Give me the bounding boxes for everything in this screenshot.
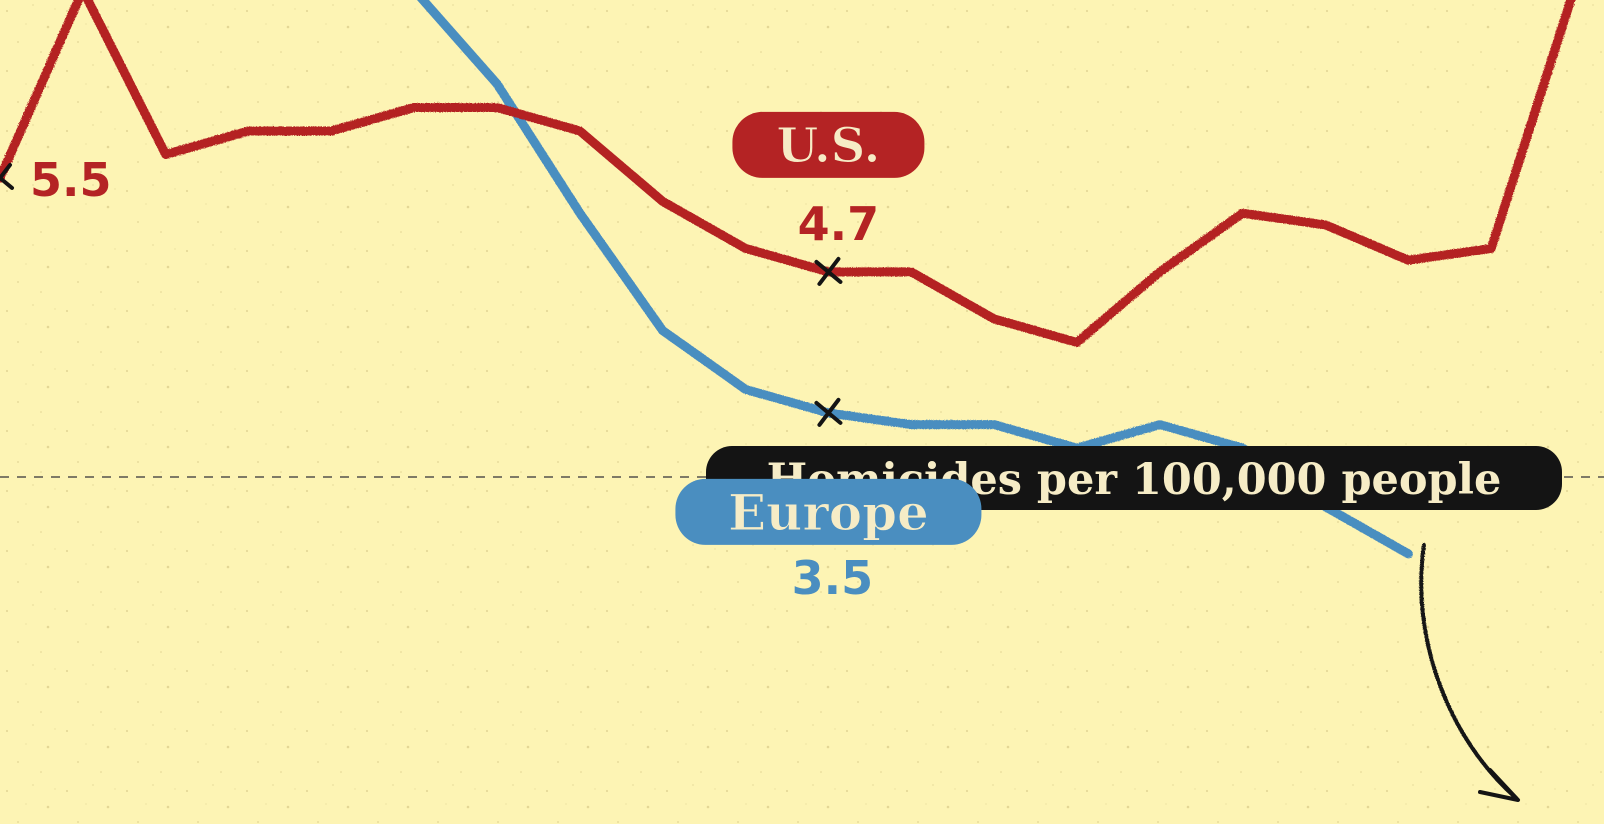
series-pill-europe [675,478,982,545]
value-label-us: 4.7 [798,197,880,251]
data-point-europe [577,211,582,216]
arrow-head-icon [1478,768,1520,802]
data-point-us [1323,222,1328,227]
cross-marker-icon [0,162,14,190]
series-name-label-us: U.S. [777,118,881,174]
data-point-us [660,199,665,204]
series-name-label-europe: Europe [728,483,929,542]
data-point-europe [1157,422,1162,427]
data-point-europe [909,422,914,427]
cross-marker-icon [814,397,843,427]
value-label-us: 5.5 [30,153,112,207]
data-point-us [495,105,500,110]
data-point-europe [743,387,748,392]
data-point-us [1240,211,1245,216]
data-point-us [1489,246,1494,251]
data-point-us [1157,269,1162,274]
data-point-us [992,316,997,321]
data-point-us [909,269,914,274]
data-point-europe [660,328,665,333]
data-point-europe [495,82,500,86]
data-point-us [577,129,582,133]
data-point-europe [1406,551,1411,556]
data-point-us [163,152,168,157]
data-point-us [1406,258,1411,263]
data-point-us [1074,340,1079,345]
value-label-europe: 3.5 [792,551,874,605]
cross-marker-icon [814,256,843,286]
data-point-us [246,129,251,133]
series-line-us [0,0,1576,347]
series-pill-us [732,111,925,178]
data-point-europe [992,422,997,427]
data-point-us [412,105,417,110]
data-point-us [329,129,334,133]
data-point-us [743,246,748,251]
